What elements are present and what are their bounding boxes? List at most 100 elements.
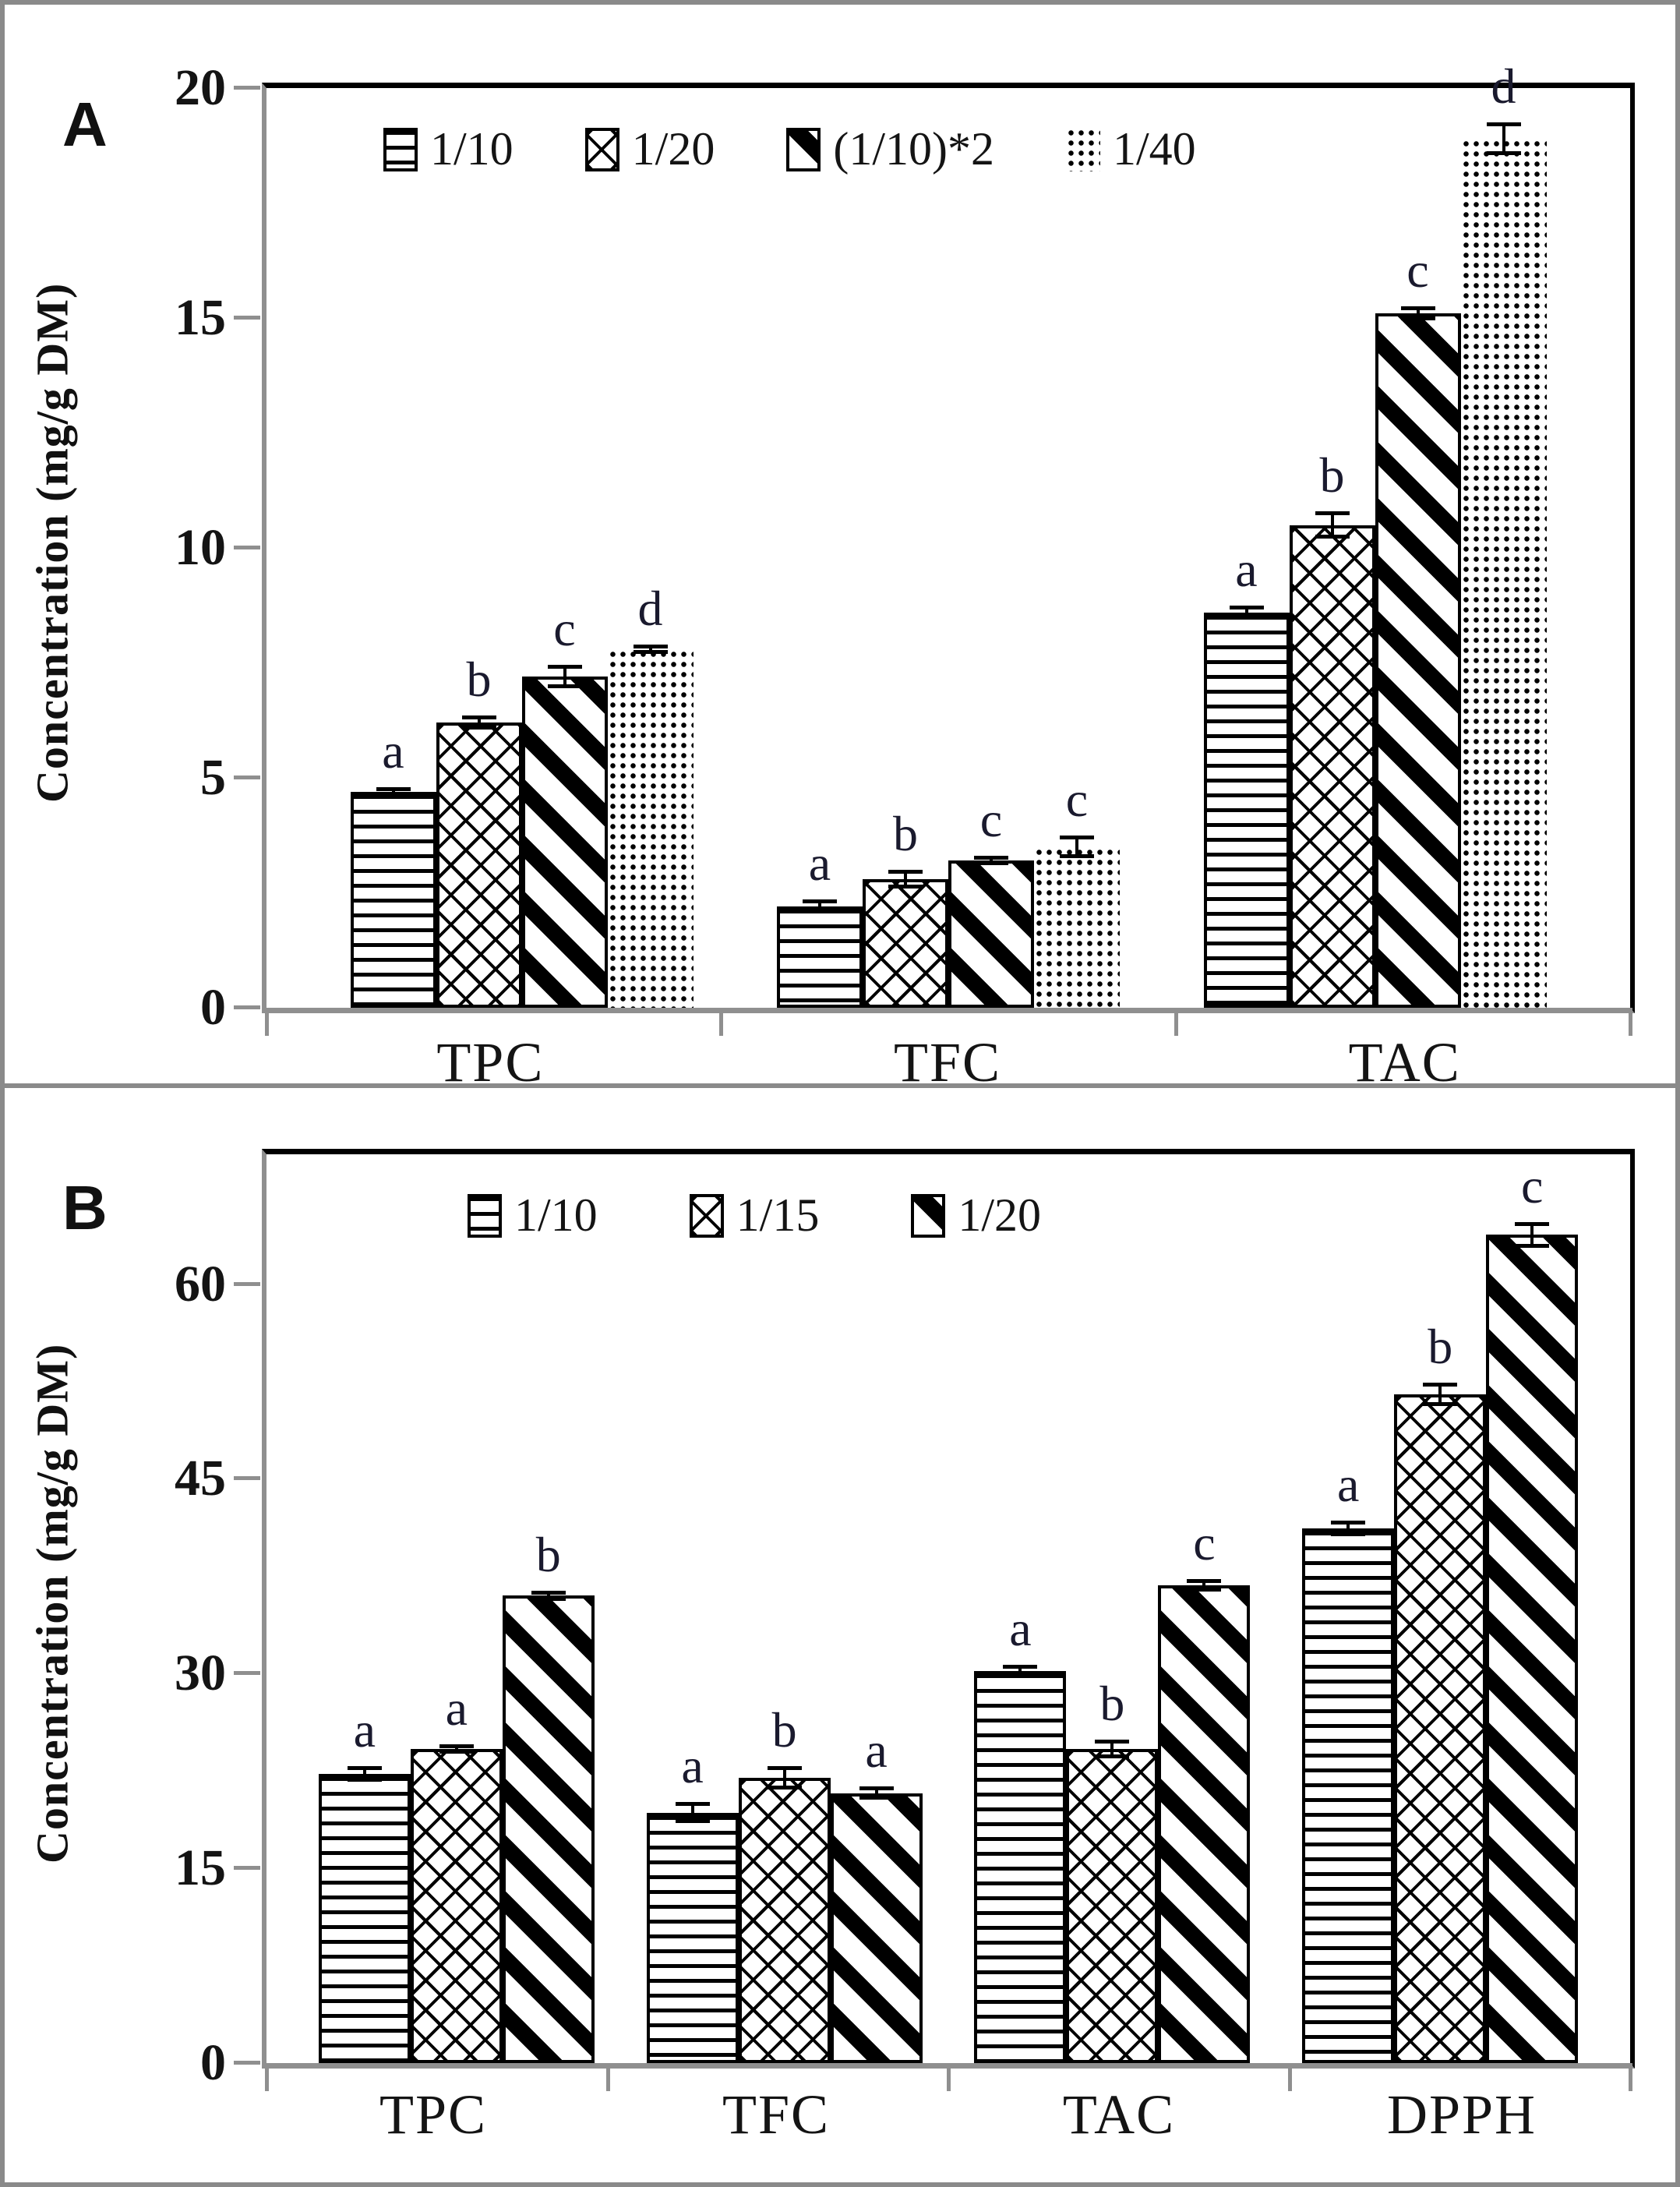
bar-slot: b	[1289, 88, 1375, 1008]
bar-group-tpc: a a b	[318, 1154, 595, 2063]
legend-item: 1/20	[584, 122, 715, 176]
y-tick-label: 5	[200, 749, 226, 806]
sig-letter: c	[1406, 242, 1429, 299]
bar-group-dpph: a b c	[1302, 1154, 1579, 2063]
legend-label: 1/10	[514, 1189, 598, 1241]
y-tick-mark	[234, 1476, 260, 1481]
x-tick-mark	[947, 2063, 951, 2091]
error-bar	[347, 1765, 382, 1782]
legend-label: 1/15	[736, 1189, 820, 1241]
bar	[830, 1793, 923, 2063]
legend-swatch-dots	[1065, 127, 1100, 171]
bar-slot: a	[777, 88, 863, 1008]
bar	[1289, 525, 1375, 1008]
sig-letter: b	[466, 652, 492, 708]
bar-slot: c	[1486, 1154, 1579, 2063]
bar	[1066, 1748, 1159, 2063]
bar	[863, 878, 948, 1008]
error-bar	[633, 644, 668, 654]
legend-item: 1/20	[911, 1189, 1041, 1242]
legend-item: 1/40	[1065, 122, 1196, 176]
error-bar	[1060, 835, 1094, 859]
legend-a: 1/10 1/20 (1/10)*2 1/40	[383, 122, 1196, 176]
bar-slot: c	[1375, 88, 1461, 1008]
y-tick-label: 0	[200, 979, 226, 1036]
error-bar	[1486, 122, 1521, 155]
y-tick-mark	[234, 546, 260, 549]
error-bar	[1331, 1520, 1366, 1536]
bar-slot: b	[436, 88, 522, 1008]
sig-letter: a	[445, 1680, 468, 1736]
y-tick-label: 0	[200, 2034, 226, 2091]
legend-item: 1/10	[468, 1189, 598, 1242]
bar	[646, 1812, 739, 2063]
error-bar	[675, 1802, 710, 1823]
bar-slot: c	[521, 88, 608, 1008]
error-bar	[1187, 1578, 1222, 1592]
error-bar	[531, 1590, 566, 1602]
x-tick-mark	[1629, 1008, 1632, 1036]
x-category-label: TPC	[436, 1031, 545, 1094]
bar-slot: a	[318, 1154, 411, 2063]
sig-letter: b	[771, 1701, 797, 1758]
error-bar	[461, 715, 496, 730]
error-bar	[439, 1744, 474, 1754]
sig-letter: a	[865, 1722, 888, 1779]
bar-slot: b	[738, 1154, 831, 2063]
x-category-label: TPC	[379, 2083, 488, 2146]
bar	[1034, 846, 1120, 1008]
bar	[350, 791, 436, 1008]
legend-item: 1/10	[383, 122, 514, 176]
bar-slot: b	[502, 1154, 595, 2063]
x-tick-mark	[1287, 2063, 1292, 2091]
legend-swatch-horizontal-lines	[383, 127, 418, 171]
bar	[777, 906, 863, 1008]
y-tick-mark	[234, 2061, 260, 2065]
legend-item: (1/10)*2	[786, 122, 994, 176]
error-bar	[1095, 1740, 1130, 1758]
error-bar	[767, 1765, 802, 1790]
bar	[738, 1777, 831, 2063]
bar-slot: b	[863, 88, 948, 1008]
error-bar	[888, 870, 923, 889]
error-bar	[376, 786, 411, 797]
legend-swatch-crosshatch	[584, 127, 619, 171]
x-tick-mark	[605, 2063, 610, 2091]
error-bar	[1423, 1383, 1458, 1407]
error-bar	[1229, 605, 1264, 620]
bar-slot: c	[1158, 1154, 1251, 2063]
bar	[521, 677, 608, 1008]
bar-groups-b: a a b a b a a b c a b c	[266, 1154, 1630, 2063]
y-tick-mark	[234, 1671, 260, 1676]
bar-slot: b	[1066, 1154, 1159, 2063]
legend-label: 1/20	[631, 123, 715, 175]
sig-letter: a	[808, 836, 831, 892]
bar-slot: a	[1302, 1154, 1395, 2063]
error-bar	[1400, 306, 1435, 320]
sig-letter: a	[1336, 1456, 1360, 1512]
sig-letter: c	[1193, 1514, 1216, 1570]
y-tick-mark	[234, 316, 260, 320]
bar-slot: a	[830, 1154, 923, 2063]
y-tick-label: 60	[175, 1255, 226, 1313]
bar-group-tpc: a b c d	[350, 88, 694, 1008]
bar-slot: a	[350, 88, 436, 1008]
bar	[1375, 313, 1461, 1008]
sig-letter: d	[637, 580, 663, 636]
legend-swatch-horizontal-lines	[468, 1193, 502, 1238]
bar	[607, 648, 694, 1008]
y-tick-label: 10	[175, 519, 226, 576]
legend-b: 1/10 1/15 1/20	[468, 1189, 1041, 1242]
bar	[948, 860, 1034, 1008]
legend-swatch-crosshatch	[689, 1193, 724, 1238]
y-tick-mark	[234, 1005, 260, 1009]
error-bar	[859, 1786, 894, 1800]
sig-letter: b	[1099, 1676, 1125, 1732]
legend-label: 1/40	[1112, 123, 1196, 175]
bar-group-tfc: a b c c	[777, 88, 1120, 1008]
bar-group-tac: a b c	[974, 1154, 1251, 2063]
